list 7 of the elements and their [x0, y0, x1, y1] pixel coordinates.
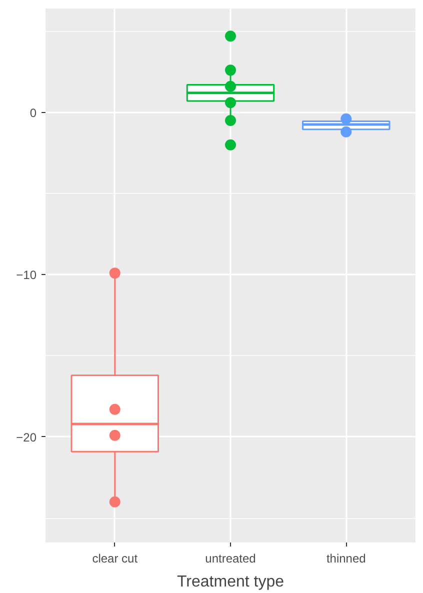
x-tick-label: thinned [326, 552, 366, 566]
y-tick-label: 0 [30, 106, 37, 120]
y-tick-label: −10 [16, 268, 37, 282]
x-tick-label: clear cut [92, 552, 138, 566]
y-tick-label: −20 [16, 430, 37, 444]
x-tick-label: untreated [205, 552, 256, 566]
x-axis-title: Treatment type [176, 574, 284, 590]
